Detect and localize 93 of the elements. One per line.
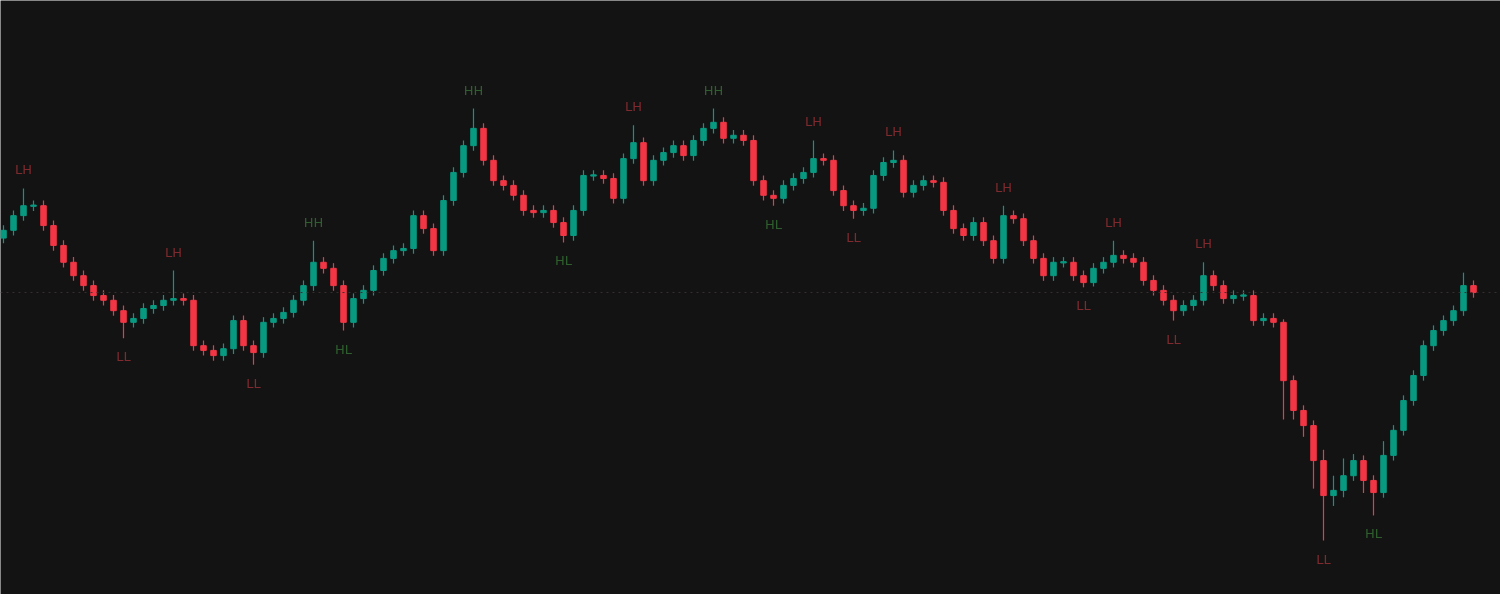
candlestick xyxy=(370,264,377,297)
candlestick xyxy=(810,139,817,179)
candlestick xyxy=(110,294,117,317)
annotation: LH xyxy=(804,114,823,130)
candlestick xyxy=(1210,269,1217,292)
annotation: LH xyxy=(994,179,1013,195)
candlestick xyxy=(710,107,717,135)
candlestick xyxy=(1050,256,1057,282)
candlestick xyxy=(0,224,7,244)
candlestick xyxy=(250,339,257,366)
candlestick xyxy=(950,204,957,235)
candlestick xyxy=(560,216,567,244)
candlestick xyxy=(1360,454,1367,494)
candlestick xyxy=(550,204,557,229)
candlestick xyxy=(1030,234,1037,265)
annotation: LL xyxy=(1316,551,1332,567)
annotation: HL xyxy=(554,253,573,269)
candlestick xyxy=(390,244,397,265)
candlestick xyxy=(990,234,997,265)
candlestick xyxy=(140,302,147,325)
candlestick xyxy=(610,172,617,205)
candlestick xyxy=(430,222,437,257)
candlestick xyxy=(840,184,847,212)
candlestick xyxy=(1140,256,1147,287)
annotation: LH xyxy=(14,162,33,178)
candlestick xyxy=(350,292,357,329)
candlestick xyxy=(520,189,527,217)
annotation: LH xyxy=(1104,214,1123,230)
candlestick xyxy=(360,284,367,305)
candlestick xyxy=(700,122,707,147)
candlestick xyxy=(170,269,177,307)
candlestick xyxy=(690,134,697,162)
candlestick xyxy=(1370,474,1377,517)
candlestick xyxy=(880,156,887,182)
annotation: HH xyxy=(303,214,324,230)
candlestick xyxy=(1450,304,1457,327)
annotation: LL xyxy=(846,229,862,245)
candlestick xyxy=(20,187,27,222)
annotation: LL xyxy=(1166,331,1182,347)
annotation: LH xyxy=(884,124,903,140)
candlestick xyxy=(120,304,127,339)
candlestick xyxy=(1340,457,1347,498)
annotation: LL xyxy=(116,349,132,365)
candlestick xyxy=(50,219,57,252)
candlestick xyxy=(80,269,87,292)
candlestick xyxy=(1070,256,1077,282)
candlestick xyxy=(760,174,767,202)
candlestick xyxy=(850,199,857,220)
candlestick xyxy=(380,252,387,277)
candlestick xyxy=(310,240,317,292)
candlestick xyxy=(1440,314,1447,337)
candlestick xyxy=(330,262,337,292)
annotation: LL xyxy=(1076,298,1092,314)
candlestick xyxy=(1170,294,1177,322)
annotation: HL xyxy=(1364,526,1383,542)
candlestick xyxy=(70,256,77,282)
candlestick xyxy=(1040,252,1047,282)
candlestick xyxy=(10,209,17,237)
candlestick xyxy=(490,154,497,187)
candlestick xyxy=(720,116,727,145)
annotation: LH xyxy=(624,99,643,115)
candlestick xyxy=(1330,475,1337,507)
candlestick xyxy=(680,139,687,162)
candlestick xyxy=(1300,404,1307,438)
candlestick xyxy=(980,216,987,247)
annotation: HL xyxy=(764,216,783,232)
candlestick xyxy=(420,209,427,235)
candlestick xyxy=(510,179,517,202)
candlestick xyxy=(630,124,637,165)
candlestick xyxy=(1020,212,1027,247)
candlestick xyxy=(660,146,667,167)
candlestick xyxy=(1430,324,1437,352)
annotation: HH xyxy=(463,82,484,98)
candlestick xyxy=(470,107,477,152)
candlestick xyxy=(40,199,47,232)
candlestick xyxy=(1090,262,1097,288)
annotation: LH xyxy=(1194,236,1213,252)
annotation: HH xyxy=(703,82,724,98)
candlestick xyxy=(90,279,97,302)
candlestick xyxy=(1350,453,1357,482)
candlestick xyxy=(300,279,307,307)
candlestick xyxy=(1220,279,1227,305)
candlestick xyxy=(650,154,657,187)
candlestick xyxy=(60,239,67,269)
candlestick xyxy=(1110,240,1117,269)
candlestick xyxy=(780,179,787,205)
annotation: LH xyxy=(164,244,183,260)
annotation: LL xyxy=(246,375,262,391)
candlestick xyxy=(290,294,297,319)
candlestick xyxy=(1160,284,1167,307)
annotation: HL xyxy=(334,341,353,357)
candlestick xyxy=(970,216,977,242)
candlestick xyxy=(1150,274,1157,297)
